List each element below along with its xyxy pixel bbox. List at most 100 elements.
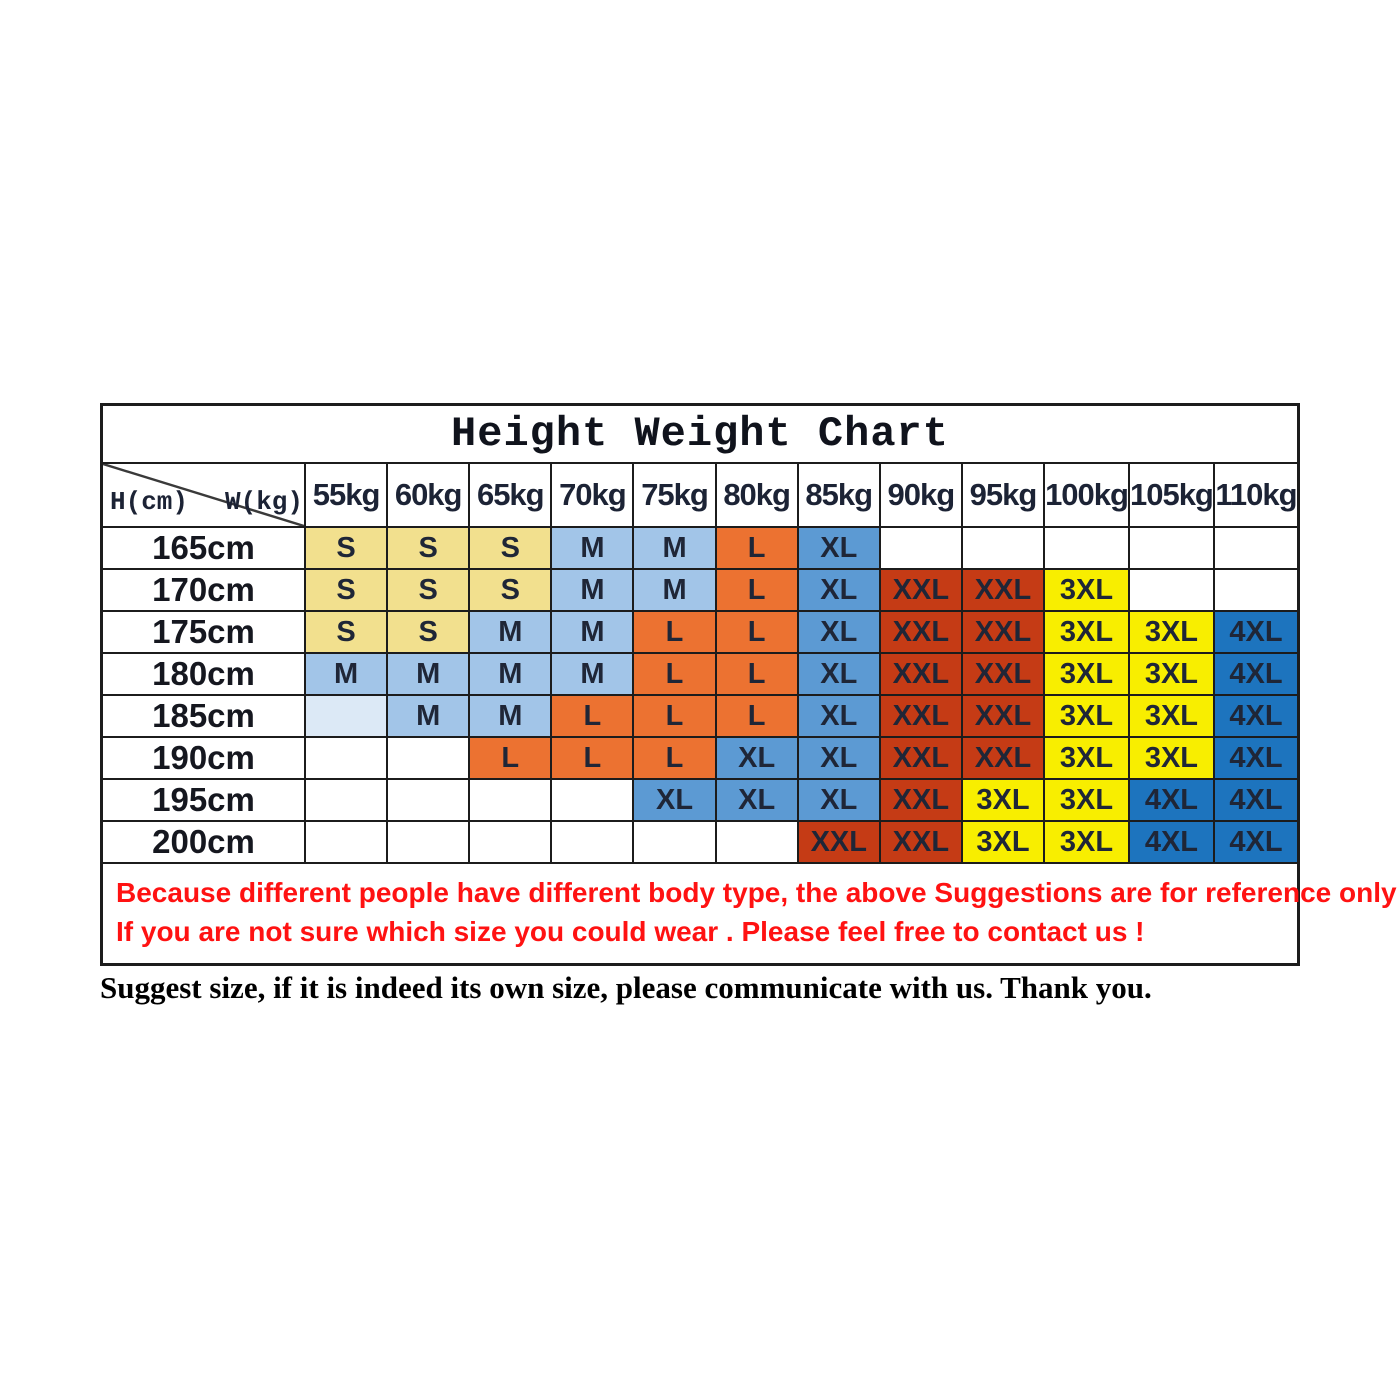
weight-header: 80kg [716,464,799,528]
weight-header: 75kg [634,464,717,528]
size-cell: 3XL [1045,570,1130,612]
empty-cell [962,528,1046,570]
empty-cell [1214,570,1297,612]
size-cell: M [470,696,553,738]
size-cell: M [388,696,471,738]
size-cell: L [552,738,635,780]
size-cell: 3XL [1129,738,1215,780]
empty-cell [880,528,963,570]
size-cell: M [552,528,635,570]
weight-axis-label: W(kg) [224,487,303,517]
disclaimer-box: Because different people have different … [103,864,1400,963]
weight-header: 105kg [1129,464,1215,528]
height-label: 190cm [103,738,306,780]
size-cell: XXL [962,654,1046,696]
size-cell: 3XL [1045,654,1130,696]
size-cell: L [716,612,799,654]
size-cell: XXL [880,696,963,738]
size-cell: XXL [880,654,963,696]
size-cell: L [716,696,799,738]
size-cell: XXL [880,612,963,654]
empty-cell [388,822,471,864]
size-cell: S [470,570,553,612]
size-cell: S [306,570,389,612]
size-cell: XXL [962,570,1046,612]
size-cell: L [634,696,717,738]
size-cell: XXL [962,612,1046,654]
size-cell: XL [716,780,799,822]
size-cell: 3XL [962,822,1046,864]
empty-cell [1045,528,1130,570]
empty-cell [1214,528,1297,570]
size-cell: S [470,528,553,570]
size-cell: L [716,528,799,570]
size-cell: M [470,654,553,696]
corner-cell: H(cm) W(kg) [103,464,306,528]
size-cell: XXL [880,822,963,864]
size-cell: XXL [880,780,963,822]
empty-cell [552,780,635,822]
size-cell: 3XL [1129,654,1215,696]
size-cell: M [552,654,635,696]
size-cell: 4XL [1129,780,1215,822]
footer-note: Suggest size, if it is indeed its own si… [100,970,1152,1005]
size-cell: XL [798,738,881,780]
size-cell: XXL [962,738,1046,780]
size-grid: H(cm) W(kg) 55kg 60kg 65kg 70kg 75kg 80kg 85kg… [103,464,1298,864]
size-cell: S [388,570,471,612]
weight-header: 70kg [552,464,635,528]
empty-cell [306,696,389,738]
size-cell: XL [798,528,881,570]
disclaimer-line-1: Because different people have different … [116,877,1400,908]
size-cell: 3XL [1045,822,1130,864]
size-cell: 3XL [1129,612,1215,654]
size-cell: 4XL [1214,822,1297,864]
empty-cell [1129,528,1215,570]
size-cell: 4XL [1214,612,1297,654]
size-cell: 3XL [1129,696,1215,738]
size-cell: 3XL [1045,738,1130,780]
empty-cell [552,822,635,864]
height-label: 185cm [103,696,306,738]
weight-header: 100kg [1045,464,1130,528]
size-cell: L [552,696,635,738]
weight-header: 95kg [962,464,1046,528]
table-title: Height Weight Chart [103,406,1297,464]
size-cell: M [552,612,635,654]
size-cell: L [716,654,799,696]
size-cell: XL [798,570,881,612]
size-cell: L [470,738,553,780]
size-cell: 4XL [1214,738,1297,780]
size-cell: S [306,612,389,654]
size-cell: XL [634,780,717,822]
size-cell: S [306,528,389,570]
size-cell: 4XL [1214,654,1297,696]
weight-header: 90kg [880,464,963,528]
weight-header: 55kg [306,464,389,528]
weight-header: 60kg [388,464,471,528]
size-cell: L [634,612,717,654]
size-cell: L [634,654,717,696]
size-cell: M [306,654,389,696]
size-cell: L [716,570,799,612]
size-cell: S [388,528,471,570]
empty-cell [716,822,799,864]
size-cell: 3XL [962,780,1046,822]
empty-cell [306,738,389,780]
size-cell: 3XL [1045,780,1130,822]
empty-cell [388,738,471,780]
empty-cell [634,822,717,864]
disclaimer-line-2: If you are not sure which size you could… [116,915,1145,947]
empty-cell [306,780,389,822]
height-weight-table: Height Weight Chart H(cm) W(kg) 55kg 60kg… [100,403,1400,967]
diagonal-line-icon [103,464,304,526]
size-cell: 4XL [1214,696,1297,738]
size-cell: 3XL [1045,612,1130,654]
height-label: 170cm [103,570,306,612]
size-cell: S [388,612,471,654]
size-cell: 4XL [1129,822,1215,864]
size-cell: M [388,654,471,696]
size-cell: XXL [798,822,881,864]
size-cell: M [470,612,553,654]
size-cell: M [634,570,717,612]
